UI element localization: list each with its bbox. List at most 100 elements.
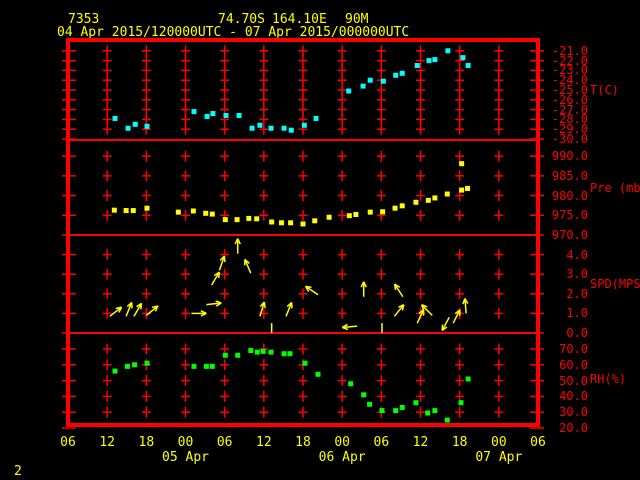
wind-arrow-head [393,284,397,291]
station-latitude: 74.70S [218,12,265,27]
pres-data-point [222,217,228,223]
temp-ytick-label: -30.0 [551,132,588,147]
temp-axis-title: T(C) [590,83,619,97]
temp-data-point [445,48,451,54]
hour-tick-label: 18 [295,435,311,450]
rh-ytick-label: 30.0 [559,405,588,420]
wind-arrow [393,304,405,317]
station-longitude: 164.10E [272,12,327,27]
rh-ytick-label: 70.0 [559,341,588,356]
page-number: 2 [14,464,22,479]
temp-data-point [393,72,399,78]
rh-data-point [235,352,241,358]
wind-arrow-head [115,306,122,310]
wind-arrow [416,309,425,324]
pres-data-point [203,210,209,216]
pres-data-point [269,219,275,225]
wind-arrow-head [154,305,159,312]
wind-arrow-head [136,302,142,308]
hour-tick-label: 06 [216,435,233,450]
temp-ytick-label: -24.0 [551,73,588,88]
wind-arrow-head [244,258,250,264]
rh-data-point [399,404,405,410]
temp-data-point [301,122,307,128]
wind-arrow-head [200,310,207,315]
pres-data-point [367,209,373,215]
temp-ytick-label: -25.0 [551,83,588,97]
rh-data-point [254,349,260,355]
temp-data-point [367,77,373,83]
wind-arrow [421,304,433,316]
pres-data-point [399,203,405,209]
temp-data-point [432,57,438,63]
pres-data-point [346,213,352,219]
station-id: 7353 [68,12,100,27]
wind-arrow-head [304,286,310,292]
wind-arrow-head [140,303,143,310]
pres-data-point [444,191,450,197]
wind-arrow-head [394,283,401,288]
temp-data-point [132,121,138,127]
pres-data-point [353,212,359,218]
wind-arrow-head [286,301,293,308]
spd-ytick-label: 1.0 [566,306,588,321]
pres-data-point [459,161,465,167]
wind-arrow [125,302,133,317]
wind-arrow [109,306,123,317]
pres-data-point [254,216,260,222]
wind-arrow-head [454,309,461,315]
wind-arrow-head [215,302,222,307]
temp-data-point [112,115,118,121]
hour-tick-label: 06 [530,435,546,450]
rh-data-point [465,376,471,382]
wind-arrow-head [217,272,221,279]
rh-ytick-label: 50.0 [559,373,588,388]
wind-arrow-head [234,238,239,245]
temp-data-point [125,125,131,131]
pres-data-point [175,209,181,215]
temp-data-point [460,55,466,61]
wind-arrow-head [464,298,469,305]
temp-data-point [288,127,294,133]
pres-data-point [465,185,470,191]
wind-arrow-head [237,238,241,245]
pres-ytick-label: 975.0 [551,208,588,223]
pres-data-point [459,187,465,193]
wind-arrow-head [305,285,312,289]
wind-arrow [452,309,461,324]
temp-data-point [236,112,242,118]
rh-data-point [124,363,130,369]
rh-data-point [444,417,450,423]
pres-ytick-label: 970.0 [551,228,588,242]
temp-data-point [313,115,319,121]
wind-arrow-head [259,301,265,307]
wind-arrow [210,271,220,286]
pres-data-point [288,220,294,226]
station-elevation: 90M [345,12,369,27]
wind-arrow-head [223,256,226,263]
wind-arrow-head [213,271,220,277]
wind-arrow-head [441,326,448,332]
temp-data-point [268,125,274,131]
wind-arrow-head [401,304,405,311]
rh-data-point [132,362,138,368]
wind-arrow [305,285,319,296]
wind-arrow-head [151,305,159,309]
pres-data-point [111,207,117,213]
rh-data-point [361,392,367,398]
temp-data-point [346,88,352,94]
rh-data-point [144,360,150,366]
pres-data-point [246,215,252,221]
hour-tick-label: 06 [60,435,76,450]
rh-data-point [425,410,431,416]
temp-ytick-label: -21.0 [551,43,588,58]
wind-arrow [441,316,450,331]
spd-ytick-label: 0.0 [566,326,588,340]
pres-data-point [123,208,129,214]
hour-tick-label: 00 [491,435,507,450]
temp-ytick-label: -27.0 [551,102,588,117]
pres-data-point [413,199,419,205]
pres-data-point [300,221,306,227]
date-label: 07 Apr [475,450,523,465]
spd-ytick-label: 2.0 [566,286,588,301]
